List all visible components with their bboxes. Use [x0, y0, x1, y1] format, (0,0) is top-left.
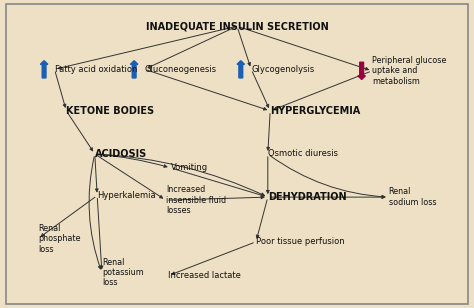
Text: Hyperkalemia: Hyperkalemia — [97, 191, 156, 200]
FancyArrow shape — [40, 61, 48, 78]
Text: Peripheral glucose
uptake and
metabolism: Peripheral glucose uptake and metabolism — [372, 56, 447, 86]
Text: ACIDOSIS: ACIDOSIS — [95, 149, 147, 159]
Text: Renal
potassium
loss: Renal potassium loss — [102, 258, 144, 287]
FancyArrow shape — [237, 61, 245, 78]
Text: Glycogenolysis: Glycogenolysis — [251, 65, 314, 74]
FancyArrow shape — [130, 61, 138, 78]
Text: Gluconeogenesis: Gluconeogenesis — [145, 65, 217, 74]
Text: Renal
phosphate
loss: Renal phosphate loss — [38, 224, 81, 253]
Text: Increased lactate: Increased lactate — [168, 271, 241, 280]
FancyArrow shape — [358, 62, 365, 79]
Text: Renal
sodium loss: Renal sodium loss — [389, 188, 436, 207]
Text: DEHYDRATION: DEHYDRATION — [268, 192, 346, 202]
Text: Increased
insensible fluid
losses: Increased insensible fluid losses — [166, 185, 226, 215]
Text: Osmotic diuresis: Osmotic diuresis — [268, 149, 338, 159]
Text: KETONE BODIES: KETONE BODIES — [66, 106, 155, 116]
Text: INADEQUATE INSULIN SECRETION: INADEQUATE INSULIN SECRETION — [146, 21, 328, 31]
Text: HYPERGLYCEMIA: HYPERGLYCEMIA — [270, 106, 360, 116]
Text: Vomiting: Vomiting — [171, 163, 208, 172]
Text: Fatty acid oxidation: Fatty acid oxidation — [55, 65, 137, 74]
Text: Poor tissue perfusion: Poor tissue perfusion — [256, 237, 345, 246]
